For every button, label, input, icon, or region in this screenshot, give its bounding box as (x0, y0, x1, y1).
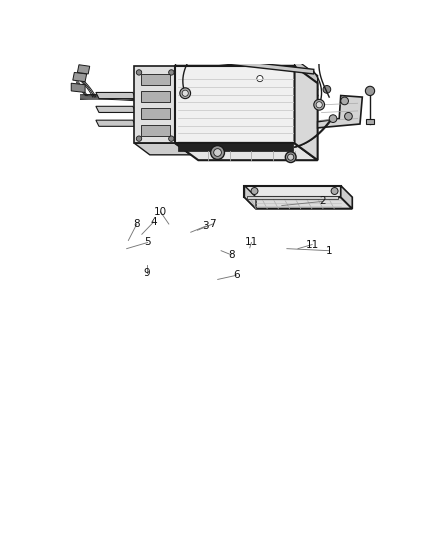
Circle shape (254, 73, 265, 84)
Polygon shape (244, 197, 352, 209)
Circle shape (331, 188, 338, 195)
Text: 1: 1 (326, 246, 332, 256)
Polygon shape (175, 66, 191, 155)
Polygon shape (96, 106, 136, 112)
Circle shape (202, 120, 205, 124)
Polygon shape (366, 119, 374, 124)
Polygon shape (175, 66, 318, 83)
Polygon shape (141, 91, 170, 102)
Circle shape (136, 70, 142, 75)
Polygon shape (164, 112, 184, 120)
Text: 11: 11 (306, 239, 319, 249)
Text: 9: 9 (144, 268, 150, 278)
Polygon shape (177, 143, 293, 151)
Circle shape (211, 146, 225, 159)
Circle shape (365, 86, 374, 95)
Circle shape (244, 72, 250, 78)
Polygon shape (175, 143, 318, 160)
Polygon shape (225, 66, 296, 83)
Circle shape (314, 99, 325, 110)
Polygon shape (294, 66, 318, 160)
Circle shape (251, 188, 258, 195)
Polygon shape (244, 185, 341, 197)
Polygon shape (210, 66, 318, 95)
Polygon shape (73, 72, 87, 82)
Text: 5: 5 (144, 238, 151, 247)
Polygon shape (134, 143, 191, 155)
Polygon shape (341, 185, 352, 209)
Text: 3: 3 (203, 221, 209, 231)
Polygon shape (244, 185, 256, 209)
Polygon shape (318, 95, 362, 128)
Text: 4: 4 (150, 217, 157, 227)
Text: 7: 7 (209, 219, 216, 229)
Circle shape (345, 112, 352, 120)
Circle shape (214, 149, 221, 156)
Circle shape (136, 136, 142, 141)
Circle shape (288, 154, 294, 160)
Circle shape (182, 90, 188, 96)
Polygon shape (247, 196, 339, 199)
Circle shape (272, 78, 279, 85)
Circle shape (323, 85, 331, 93)
Polygon shape (134, 66, 175, 143)
Polygon shape (96, 120, 136, 126)
Circle shape (329, 115, 337, 123)
Text: 8: 8 (134, 219, 140, 229)
Text: 6: 6 (233, 270, 240, 280)
Circle shape (220, 107, 228, 115)
Text: 10: 10 (154, 207, 167, 217)
Text: 11: 11 (245, 238, 258, 247)
Circle shape (200, 118, 208, 126)
Circle shape (285, 152, 296, 163)
Circle shape (341, 97, 349, 105)
Circle shape (257, 76, 263, 82)
Circle shape (169, 136, 174, 141)
Polygon shape (141, 108, 170, 119)
Text: 2: 2 (319, 197, 325, 206)
Polygon shape (141, 74, 170, 85)
Polygon shape (175, 59, 294, 66)
Circle shape (316, 102, 322, 108)
Polygon shape (175, 66, 294, 143)
Polygon shape (294, 59, 318, 83)
Polygon shape (96, 92, 136, 99)
Circle shape (222, 109, 226, 113)
Polygon shape (141, 125, 170, 135)
Circle shape (180, 88, 191, 99)
Polygon shape (71, 83, 85, 92)
Text: 8: 8 (228, 250, 234, 260)
Polygon shape (78, 64, 90, 74)
Circle shape (169, 70, 174, 75)
Polygon shape (191, 55, 314, 74)
